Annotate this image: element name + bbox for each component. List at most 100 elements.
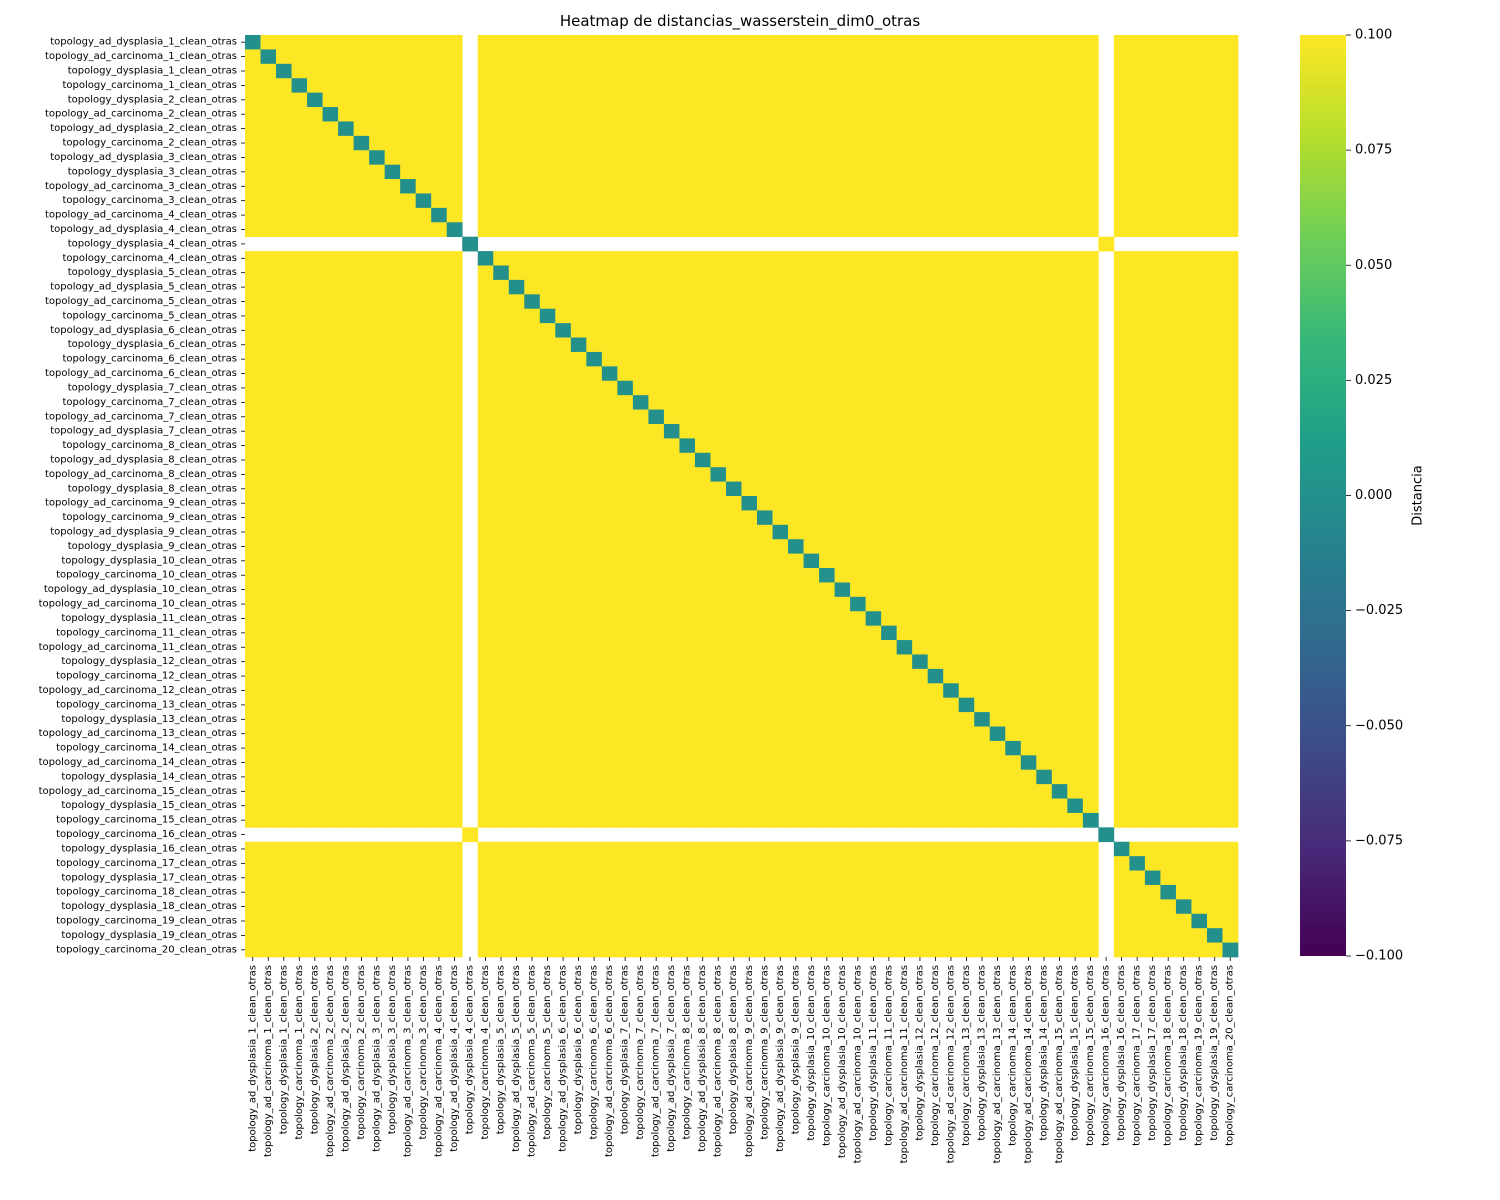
heatmap-cell	[896, 395, 913, 410]
column-label: topology_dysplasia_3_clean_otras	[387, 965, 398, 1134]
heatmap-cell	[943, 726, 960, 742]
heatmap-cell	[245, 784, 261, 799]
heatmap-cell	[788, 164, 804, 180]
heatmap-cell	[819, 207, 835, 223]
heatmap-cell	[1005, 452, 1022, 468]
heatmap-cell	[772, 611, 789, 627]
heatmap-cell	[260, 596, 277, 612]
heatmap-cell	[524, 683, 541, 699]
heatmap-cell	[477, 78, 494, 93]
heatmap-cell	[291, 193, 308, 209]
heatmap-cell	[788, 683, 804, 699]
row-label: topology_carcinoma_16_clean_otras	[56, 829, 237, 840]
heatmap-cell	[322, 481, 339, 497]
heatmap-cell	[338, 78, 354, 93]
heatmap-cell	[772, 121, 789, 137]
heatmap-cell	[493, 841, 510, 857]
heatmap-cell	[1082, 798, 1099, 814]
heatmap-cell	[741, 251, 758, 266]
heatmap-cell	[850, 654, 866, 670]
heatmap-cell	[1206, 942, 1223, 958]
heatmap-cell-diagonal	[1206, 928, 1223, 943]
heatmap-cell	[1113, 423, 1130, 439]
heatmap-cell	[508, 884, 525, 900]
heatmap-cell	[1036, 654, 1053, 670]
heatmap-cell	[1067, 928, 1084, 943]
heatmap-cell	[338, 654, 354, 670]
heatmap-cell	[400, 222, 417, 238]
heatmap-cell	[570, 568, 587, 583]
column-label: topology_ad_carcinoma_6_clean_otras	[604, 965, 615, 1157]
heatmap-cell	[1020, 92, 1037, 108]
heatmap-cell	[431, 611, 448, 627]
heatmap-cell	[1191, 164, 1208, 180]
column-label: topology_carcinoma_1_clean_otras	[294, 965, 305, 1140]
heatmap-cell	[974, 784, 991, 799]
heatmap-cell	[586, 279, 603, 295]
heatmap-cell	[865, 596, 882, 612]
heatmap-cell	[1206, 697, 1223, 713]
heatmap-cell	[570, 611, 587, 627]
heatmap-cell	[1113, 726, 1130, 742]
heatmap-cell	[415, 884, 432, 900]
heatmap-cell	[260, 438, 277, 454]
heatmap-cell	[570, 467, 587, 482]
heatmap-cell	[1206, 899, 1223, 915]
heatmap-cell	[1191, 279, 1208, 295]
heatmap-cell	[710, 654, 727, 670]
heatmap-cell	[679, 524, 696, 540]
heatmap-cell	[1129, 596, 1146, 612]
heatmap-cell	[1036, 841, 1053, 857]
heatmap-cell	[508, 366, 525, 382]
heatmap-cell	[477, 308, 494, 324]
heatmap-cell	[570, 496, 587, 511]
heatmap-cell	[850, 812, 866, 828]
heatmap-cell	[694, 654, 711, 670]
heatmap-cell	[632, 913, 649, 929]
heatmap-cell	[570, 265, 587, 281]
heatmap-cell	[260, 640, 277, 655]
heatmap-cell	[384, 740, 401, 756]
heatmap-cell	[1160, 438, 1177, 454]
row-label: topology_ad_dysplasia_3_clean_otras	[50, 152, 237, 163]
heatmap-cell	[1067, 423, 1084, 439]
heatmap-cell	[819, 92, 835, 108]
heatmap-cell	[927, 380, 944, 396]
heatmap-cell	[1082, 553, 1099, 569]
heatmap-cell	[1113, 35, 1130, 50]
heatmap-cell	[1191, 323, 1208, 338]
heatmap-cell	[1067, 726, 1084, 742]
heatmap-cell	[694, 942, 711, 958]
heatmap-cell	[539, 63, 556, 79]
heatmap-cell	[353, 78, 370, 93]
heatmap-cell	[632, 870, 649, 886]
heatmap-cell	[710, 884, 727, 900]
heatmap-cell	[1082, 596, 1099, 612]
heatmap-cell	[1082, 769, 1099, 785]
heatmap-cell	[834, 49, 851, 65]
heatmap-cell	[694, 510, 711, 526]
heatmap-cell	[1005, 640, 1022, 655]
heatmap-cell	[725, 726, 742, 742]
heatmap-cell	[260, 841, 277, 857]
heatmap-cell	[648, 596, 665, 612]
heatmap-cell	[1206, 351, 1223, 367]
heatmap-cell	[570, 668, 587, 684]
heatmap-cell	[1067, 92, 1084, 108]
heatmap-cell	[757, 697, 773, 713]
heatmap-cell	[881, 409, 898, 425]
heatmap-cell	[1175, 366, 1192, 382]
heatmap-cell	[291, 308, 308, 324]
heatmap-cell	[1160, 279, 1177, 295]
heatmap-cell	[632, 409, 649, 425]
heatmap-cell	[632, 625, 649, 641]
heatmap-cell	[353, 640, 370, 655]
heatmap-cell-diagonal	[369, 150, 385, 166]
heatmap-cell	[446, 107, 463, 122]
heatmap-cell	[260, 496, 277, 511]
heatmap-cell	[1051, 366, 1068, 382]
heatmap-cell	[384, 568, 401, 583]
heatmap-cell	[757, 164, 773, 180]
heatmap-cell	[1144, 207, 1161, 223]
heatmap-cell	[369, 49, 385, 65]
